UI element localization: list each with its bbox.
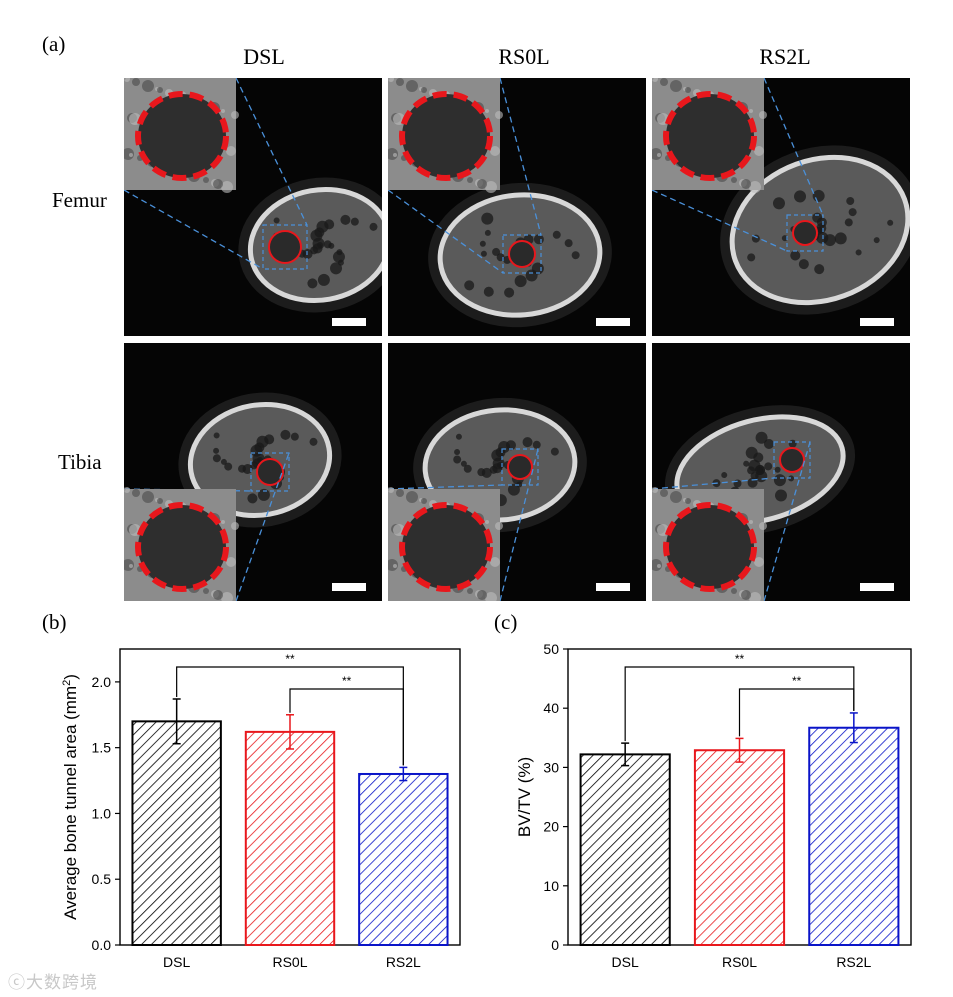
zoom-line — [652, 477, 775, 490]
error-bar-rs0l — [735, 737, 744, 763]
roi-box — [250, 452, 290, 492]
scale-bar — [860, 318, 894, 326]
zoom-line — [388, 189, 504, 274]
scale-bar — [596, 583, 630, 591]
zoom-inset — [388, 487, 503, 601]
scale-bar — [332, 583, 366, 591]
bar-rs2l — [358, 772, 449, 946]
error-bar-rs2l — [849, 712, 858, 744]
bone-tunnel — [792, 220, 818, 246]
significance-label: ** — [792, 674, 802, 688]
column-title-rs2l: RS2L — [759, 44, 811, 69]
zoom-line — [499, 448, 539, 601]
y-tick-label: 20 — [543, 819, 559, 835]
x-tick-label-dsl: DSL — [612, 954, 639, 970]
row-title-tibia: Tibia — [58, 450, 102, 474]
y-axis-label: BV/TV (%) — [515, 757, 534, 837]
zoom-line — [652, 189, 788, 252]
zoom-inset — [652, 487, 767, 601]
tunnel-outline — [399, 91, 493, 181]
watermark-text: 大数跨境 — [26, 973, 98, 993]
zoom-inset — [124, 487, 239, 601]
bone-cross-section — [238, 177, 382, 313]
roi-box — [786, 214, 824, 252]
bar-rs2l — [808, 726, 900, 947]
scale-bar — [860, 583, 894, 591]
panel-label-b: (b) — [42, 610, 67, 634]
error-bar-dsl — [621, 742, 630, 767]
significance-bracket — [289, 688, 404, 766]
ct-image-femur-dsl — [124, 78, 382, 336]
y-tick-label: 50 — [543, 641, 559, 657]
roi-box — [501, 448, 539, 486]
ct-image-femur-rs0l — [388, 78, 646, 336]
y-axis-label: Average bone tunnel area (mm2) — [61, 674, 80, 920]
zoom-line — [763, 441, 811, 601]
zoom-line — [124, 189, 264, 270]
bar-dsl — [131, 720, 222, 946]
y-tick-label: 1.0 — [92, 805, 112, 821]
watermark: ⓒ大数跨境 — [8, 968, 98, 993]
panel-label-c: (c) — [494, 610, 518, 634]
roi-box — [262, 224, 308, 270]
y-tick-label: 1.5 — [92, 740, 112, 756]
zoom-line — [388, 484, 503, 490]
chart-bv-tv: 0 10 20 30 40 50 BV/TV (%) DSL RS0L RS2L ** ** — [515, 641, 912, 970]
bar-dsl — [579, 753, 671, 946]
y-tick-label: 30 — [543, 759, 559, 775]
bone-tunnel — [508, 240, 536, 268]
ct-image-tibia-dsl — [124, 343, 382, 601]
ct-image-tibia-rs0l — [388, 343, 646, 601]
x-tick-label-rs2l: RS2L — [836, 954, 871, 970]
roi-box — [773, 441, 811, 479]
significance-label: ** — [735, 652, 745, 666]
x-tick-label-rs2l: RS2L — [386, 954, 421, 970]
error-bar-rs2l — [399, 766, 408, 782]
significance-label: ** — [285, 652, 295, 666]
roi-box — [502, 234, 542, 274]
zoom-line — [499, 78, 542, 236]
zoom-line — [235, 78, 308, 226]
row-title-femur: Femur — [52, 188, 107, 212]
scale-bar — [596, 318, 630, 326]
zoom-inset — [124, 78, 239, 193]
chart-average-bone-tunnel-area: 0.0 0.5 1.0 1.5 2.0 Average bone tunnel area … — [61, 648, 461, 970]
bar-rs0l — [244, 730, 336, 946]
y-tick-label: 10 — [543, 878, 559, 894]
tunnel-outline — [663, 91, 757, 181]
bone-cross-section — [720, 145, 910, 315]
bone-tunnel — [507, 454, 533, 480]
x-tick-label-rs0l: RS0L — [722, 954, 757, 970]
zoom-inset — [388, 78, 503, 193]
ct-image-tibia-rs2l — [652, 343, 910, 601]
y-tick-label: 2.0 — [92, 674, 112, 690]
tunnel-outline — [399, 502, 493, 592]
panel-label-a: (a) — [42, 32, 66, 56]
column-title-dsl: DSL — [243, 44, 285, 69]
zoom-line — [763, 78, 824, 216]
tunnel-outline — [663, 502, 757, 592]
significance-label: ** — [342, 674, 352, 688]
x-tick-label-rs0l: RS0L — [272, 954, 307, 970]
ct-image-femur-rs2l — [652, 78, 910, 336]
y-tick-label: 0 — [551, 937, 559, 953]
error-bar-rs0l — [286, 714, 294, 750]
y-tick-label: 0.0 — [92, 937, 112, 953]
bone-tunnel — [256, 458, 284, 486]
y-tick-label: 40 — [543, 700, 559, 716]
zoom-line — [235, 452, 290, 601]
significance-bracket — [738, 688, 855, 737]
bone-tunnel — [779, 447, 805, 473]
tunnel-outline — [135, 502, 229, 592]
y-tick-label: 0.5 — [92, 871, 112, 887]
x-tick-label-dsl: DSL — [163, 954, 190, 970]
watermark-logo-icon: ⓒ — [8, 973, 26, 993]
bone-tunnel — [268, 230, 302, 264]
bar-rs0l — [693, 749, 786, 947]
scale-bar — [332, 318, 366, 326]
column-title-rs0l: RS0L — [498, 44, 550, 69]
tunnel-outline — [135, 91, 229, 181]
zoom-inset — [652, 78, 767, 193]
error-bar-dsl — [172, 698, 181, 745]
